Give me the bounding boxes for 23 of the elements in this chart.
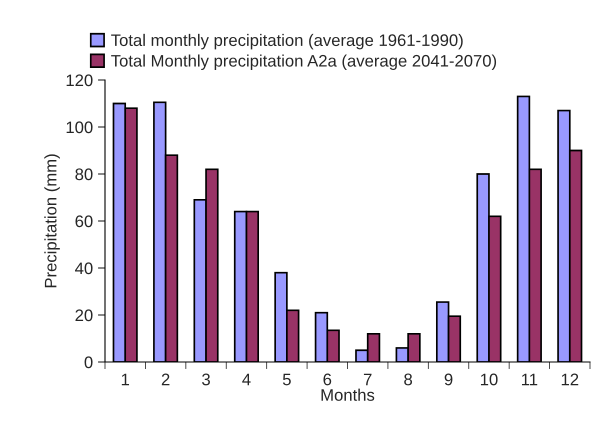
x-tick-label: 8 (404, 374, 412, 386)
legend-label: Total monthly precipitation (average 1961-1990) (111, 34, 463, 50)
y-tick-label: 0 (84, 356, 93, 368)
y-tick-label: 120 (66, 74, 93, 86)
legend-label: Total Monthly precipitation A2a (average 2041-2070) (111, 54, 496, 70)
x-tick-label: 2 (162, 374, 170, 386)
y-tick-label: 40 (75, 262, 93, 274)
y-tick-label: 80 (75, 168, 93, 180)
x-axis-title: Months (322, 388, 374, 401)
y-tick-label: 20 (75, 309, 93, 322)
x-tick-label: 1 (122, 374, 130, 386)
x-tick-label: 10 (480, 374, 498, 386)
x-tick-label: 9 (444, 374, 452, 386)
x-tick-label: 4 (242, 374, 251, 386)
x-tick-label: 5 (282, 374, 291, 386)
y-tick-label: 60 (76, 215, 93, 228)
x-tick-label: 3 (202, 374, 210, 386)
y-tick-label: 100 (66, 121, 93, 134)
x-tick-label: 12 (562, 374, 578, 386)
x-tick-label: 7 (364, 374, 372, 386)
x-tick-label: 11 (522, 374, 538, 386)
x-tick-label: 6 (324, 374, 332, 386)
y-axis-title: Precipitation (mm) (44, 154, 60, 288)
